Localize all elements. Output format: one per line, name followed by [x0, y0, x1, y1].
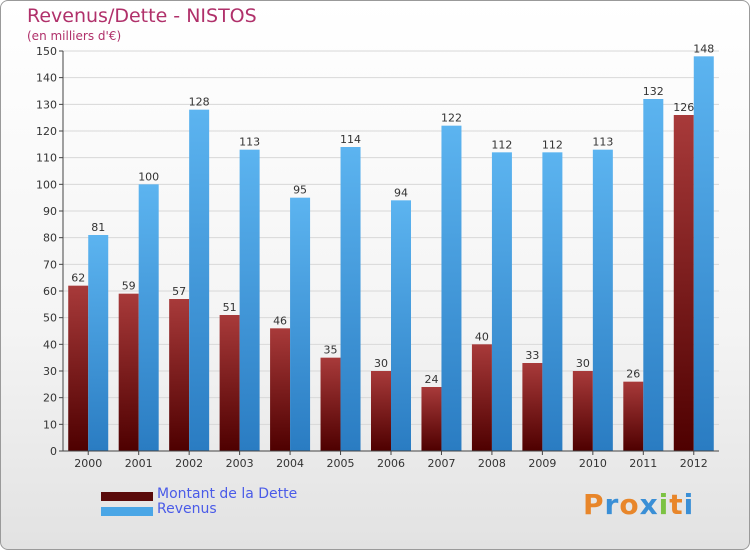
- bar-revenus: [340, 147, 361, 451]
- data-label: 113: [239, 136, 260, 149]
- y-tick-label: 110: [36, 152, 57, 165]
- data-label: 59: [122, 280, 136, 293]
- data-label: 57: [172, 285, 186, 298]
- y-tick-label: 100: [36, 178, 57, 191]
- bar-revenus: [441, 125, 462, 452]
- data-label: 148: [693, 42, 714, 55]
- bar-revenus: [290, 197, 311, 451]
- x-tick-label: 2006: [377, 457, 405, 470]
- y-tick-label: 20: [43, 392, 57, 405]
- data-label: 112: [491, 138, 512, 151]
- bar-dette: [270, 328, 291, 451]
- legend-label-revenus: Revenus: [157, 501, 217, 517]
- data-label: 30: [576, 357, 590, 370]
- y-tick-label: 130: [36, 98, 57, 111]
- y-tick-label: 10: [43, 418, 57, 431]
- data-label: 126: [673, 101, 694, 114]
- bar-revenus: [491, 152, 512, 452]
- x-tick-label: 2005: [327, 457, 355, 470]
- logo-letter: r: [604, 488, 620, 521]
- data-label: 33: [525, 349, 539, 362]
- logo-letter: o: [619, 488, 640, 521]
- bar-revenus: [138, 184, 159, 452]
- x-tick-label: 2002: [175, 457, 203, 470]
- y-tick-label: 30: [43, 365, 57, 378]
- bar-revenus: [592, 149, 613, 451]
- bar-dette: [673, 115, 694, 451]
- bar-revenus: [542, 152, 563, 452]
- x-tick-label: 2009: [528, 457, 556, 470]
- chart-title: Revenus/Dette - NISTOS: [27, 5, 257, 27]
- x-tick-label: 2004: [276, 457, 304, 470]
- bar-dette: [68, 285, 89, 451]
- data-label: 128: [189, 96, 210, 109]
- chart-subtitle: (en milliers d'€): [27, 29, 122, 43]
- bar-dette: [421, 387, 442, 451]
- data-label: 95: [293, 184, 307, 197]
- y-tick-label: 60: [43, 285, 57, 298]
- bar-revenus: [88, 235, 109, 451]
- data-label: 114: [340, 133, 361, 146]
- bar-revenus: [693, 56, 714, 451]
- logo-letter: t: [669, 488, 684, 521]
- x-tick-label: 2010: [579, 457, 607, 470]
- x-tick-label: 2008: [478, 457, 506, 470]
- bar-dette: [320, 357, 341, 451]
- data-label: 51: [223, 301, 237, 314]
- data-label: 81: [91, 221, 105, 234]
- bar-dette: [169, 299, 190, 451]
- y-tick-label: 0: [50, 445, 57, 458]
- data-label: 30: [374, 357, 388, 370]
- y-tick-label: 140: [36, 72, 57, 85]
- logo-letter: x: [639, 488, 659, 521]
- data-label: 24: [424, 373, 438, 386]
- data-label: 35: [324, 344, 338, 357]
- bar-dette: [371, 371, 391, 451]
- x-tick-label: 2003: [226, 457, 254, 470]
- data-label: 40: [475, 330, 489, 343]
- bar-dette: [471, 344, 492, 451]
- legend-swatch-dette: [101, 492, 153, 501]
- bar-dette: [219, 315, 240, 451]
- data-label: 62: [71, 272, 85, 285]
- data-label: 46: [273, 314, 287, 327]
- x-tick-label: 2001: [125, 457, 153, 470]
- y-tick-label: 120: [36, 125, 57, 138]
- y-tick-label: 150: [36, 45, 57, 58]
- y-tick-label: 40: [43, 338, 57, 351]
- bar-dette: [623, 381, 644, 451]
- data-label: 122: [441, 112, 462, 125]
- data-label: 100: [138, 170, 159, 183]
- logo-letter: i: [683, 488, 695, 521]
- data-label: 113: [592, 136, 613, 149]
- bar-revenus: [189, 109, 210, 452]
- logo-letter: P: [583, 488, 605, 521]
- x-tick-label: 2000: [74, 457, 102, 470]
- data-label: 94: [394, 186, 408, 199]
- legend-swatch-revenus: [101, 507, 153, 516]
- x-tick-label: 2011: [629, 457, 657, 470]
- y-tick-label: 70: [43, 258, 57, 271]
- logo-letter: i: [658, 488, 670, 521]
- y-tick-label: 50: [43, 312, 57, 325]
- bar-dette: [572, 371, 593, 451]
- bar-dette: [522, 363, 543, 451]
- x-tick-label: 2007: [427, 457, 455, 470]
- bar-revenus: [643, 99, 664, 451]
- bar-revenus: [391, 200, 411, 451]
- bar-revenus: [239, 149, 260, 451]
- bar-dette: [118, 293, 139, 451]
- data-label: 26: [626, 368, 640, 381]
- y-tick-label: 90: [43, 205, 57, 218]
- legend-label-dette: Montant de la Dette: [157, 486, 298, 502]
- data-label: 132: [643, 85, 664, 98]
- data-label: 112: [542, 138, 563, 151]
- proxiti-logo: Proxiti: [583, 488, 694, 521]
- y-tick-label: 80: [43, 232, 57, 245]
- x-tick-label: 2012: [680, 457, 708, 470]
